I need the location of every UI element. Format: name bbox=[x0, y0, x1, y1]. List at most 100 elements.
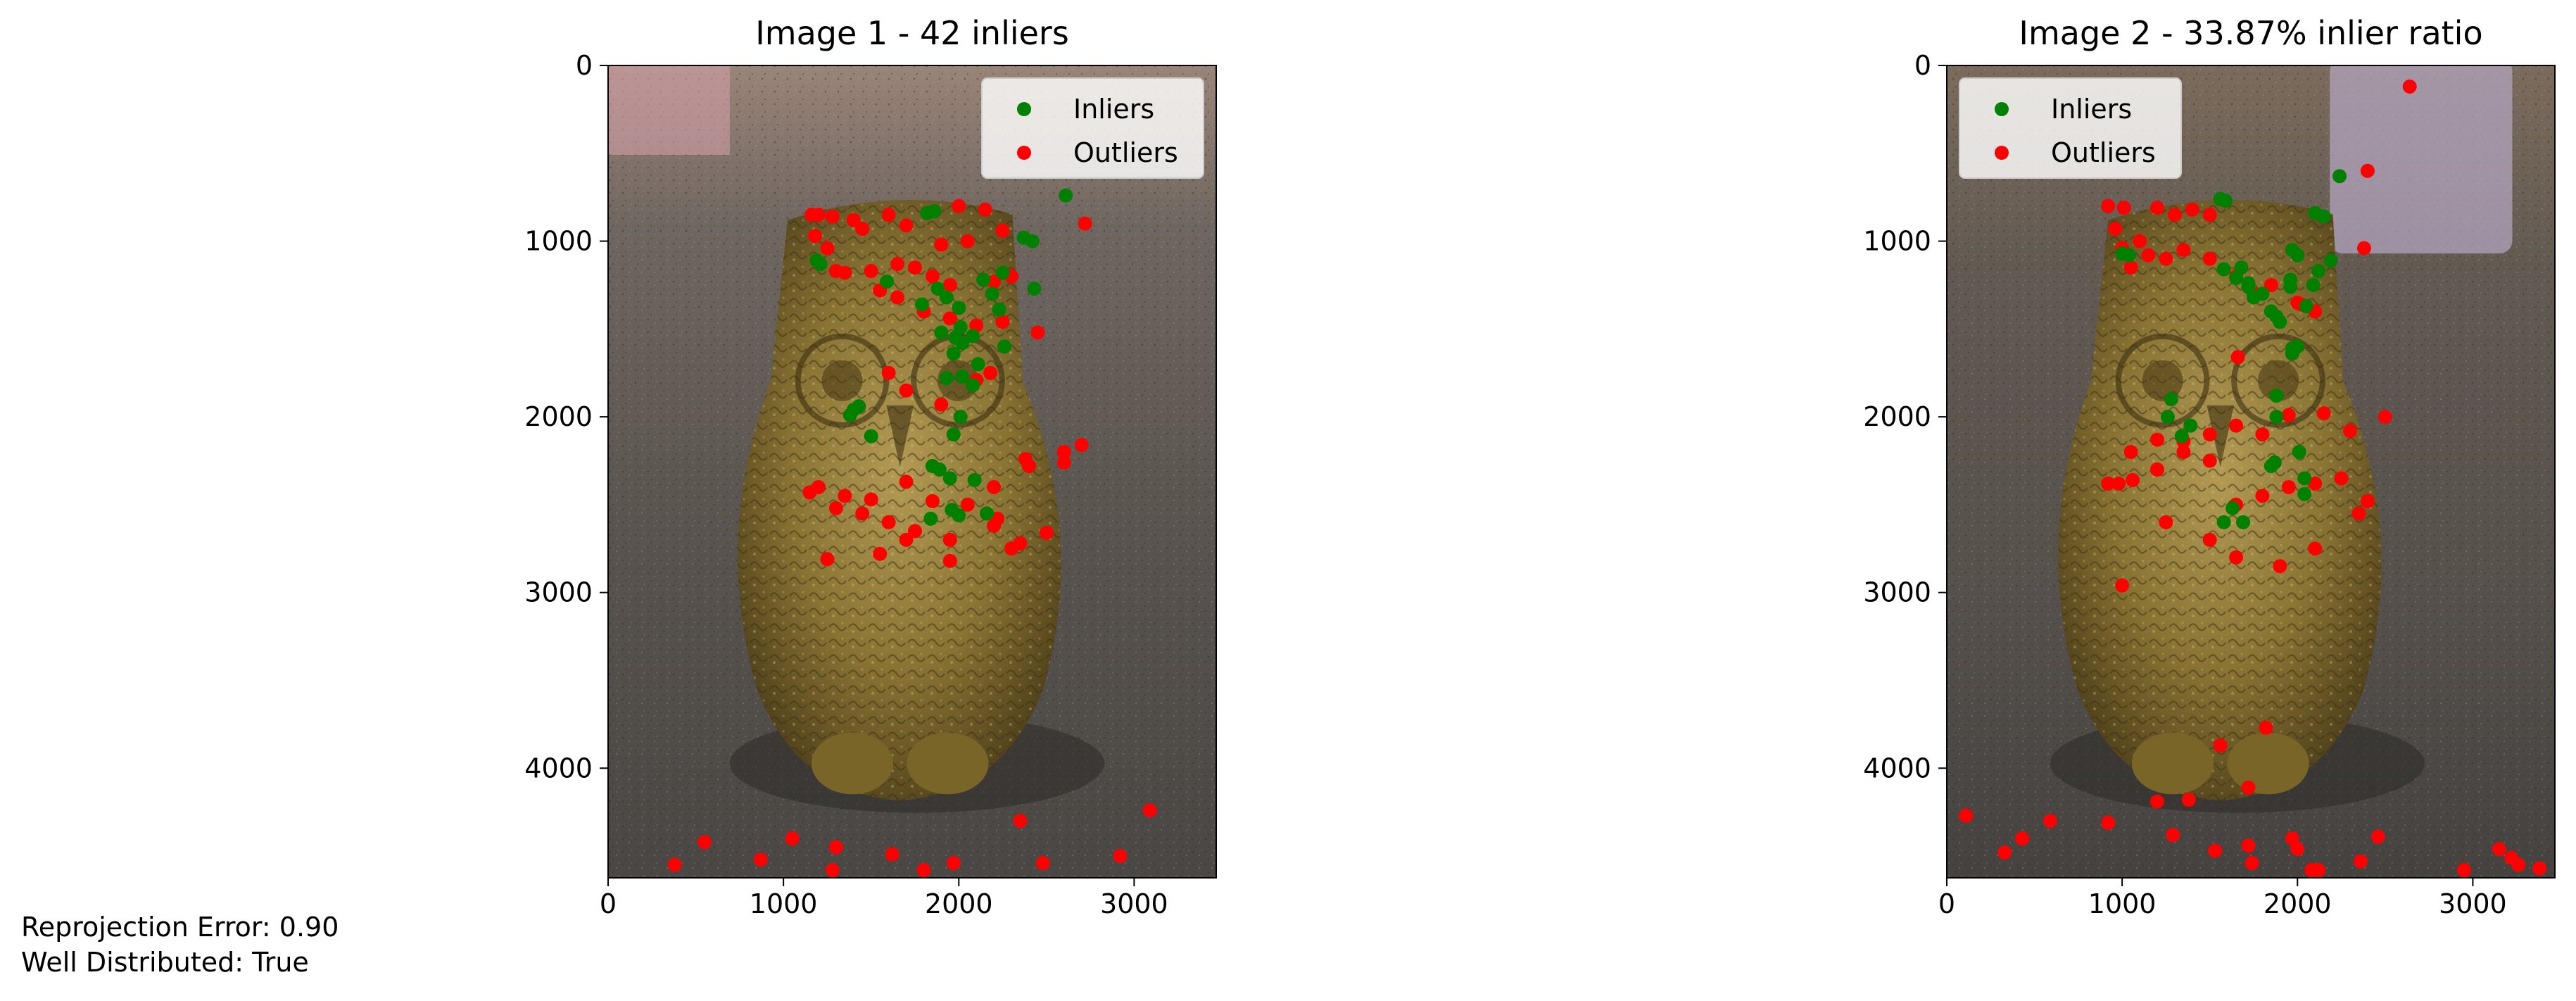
inliers-point bbox=[2316, 209, 2331, 224]
x-tick-label: 1000 bbox=[2088, 888, 2157, 919]
inliers-point bbox=[934, 325, 949, 340]
outliers-point bbox=[983, 365, 998, 380]
legend-label: Inliers bbox=[1073, 94, 1154, 125]
outliers-point bbox=[995, 223, 1010, 238]
y-tick-label: 3000 bbox=[1863, 577, 1931, 608]
scatter-points bbox=[1959, 79, 2547, 878]
inliers-point bbox=[2299, 298, 2313, 313]
x-tick-label: 3000 bbox=[1100, 888, 1168, 919]
outliers-point bbox=[946, 856, 961, 871]
outliers-point bbox=[899, 218, 914, 233]
inliers-point bbox=[992, 302, 1006, 317]
x-tick-label: 0 bbox=[1938, 888, 1955, 919]
outliers-point bbox=[2255, 427, 2270, 442]
reprojection-error-text: Reprojection Error: 0.90 bbox=[21, 912, 339, 943]
y-tick-label: 2000 bbox=[1863, 401, 1931, 432]
axis-ticks: 0 1000 2000 3000 0 1000 2000 3000 4000 bbox=[1863, 50, 2506, 919]
outliers-point bbox=[1035, 856, 1050, 871]
outliers-point bbox=[873, 546, 888, 561]
x-tick-label: 2000 bbox=[925, 888, 993, 919]
inliers-point bbox=[1025, 234, 1040, 248]
inliers-point bbox=[2323, 253, 2338, 268]
outliers-point bbox=[934, 237, 949, 252]
outliers-point bbox=[899, 383, 914, 398]
inliers-point bbox=[842, 408, 857, 422]
legend-marker bbox=[1995, 146, 2009, 160]
outliers-point bbox=[697, 835, 712, 850]
outliers-point bbox=[807, 229, 822, 244]
outliers-point bbox=[899, 532, 914, 547]
inliers-point bbox=[939, 290, 954, 305]
outliers-point bbox=[2370, 829, 2385, 844]
outliers-point bbox=[2202, 208, 2217, 222]
inliers-point bbox=[930, 281, 945, 296]
outliers-point bbox=[2273, 559, 2287, 574]
inliers-point bbox=[966, 378, 980, 393]
outliers-point bbox=[2356, 241, 2371, 256]
inliers-point bbox=[2174, 429, 2189, 443]
outliers-point bbox=[802, 485, 817, 500]
inliers-point bbox=[967, 472, 982, 487]
outliers-point bbox=[2264, 277, 2278, 292]
outliers-point bbox=[2308, 541, 2323, 556]
inliers-point bbox=[852, 399, 866, 414]
inliers-point bbox=[2255, 287, 2270, 301]
outliers-point bbox=[990, 511, 1005, 526]
inliers-point bbox=[966, 329, 980, 344]
outliers-point bbox=[2255, 489, 2270, 503]
outliers-point bbox=[1018, 452, 1033, 467]
outliers-point bbox=[2181, 793, 2196, 807]
outliers-point bbox=[890, 290, 905, 305]
outliers-point bbox=[2101, 476, 2116, 491]
outliers-point bbox=[864, 492, 878, 507]
outliers-point bbox=[1056, 455, 1071, 470]
inliers-point bbox=[980, 506, 995, 521]
outliers-point bbox=[2281, 408, 2296, 422]
y-tick-label: 1000 bbox=[1863, 226, 1931, 257]
image-1-panel: Image 1 - 42 inliers 0 1000 2000 3000 0 1000 2… bbox=[524, 14, 1217, 919]
outliers-point bbox=[885, 847, 899, 862]
outliers-point bbox=[825, 863, 840, 878]
axes-frame bbox=[607, 65, 1217, 879]
outliers-point bbox=[2229, 418, 2244, 433]
outliers-point bbox=[1074, 438, 1089, 453]
inliers-point bbox=[953, 320, 968, 334]
x-tick-label: 3000 bbox=[2439, 888, 2507, 919]
outliers-point bbox=[907, 260, 922, 275]
inliers-point bbox=[2292, 445, 2306, 460]
outliers-point bbox=[2202, 251, 2217, 266]
inliers-point bbox=[880, 274, 895, 289]
outliers-point bbox=[2202, 453, 2217, 468]
outliers-point bbox=[2133, 234, 2147, 248]
inliers-point bbox=[2229, 270, 2244, 285]
outliers-point bbox=[2115, 578, 2130, 593]
y-tick-label: 0 bbox=[576, 50, 593, 81]
outliers-point bbox=[2229, 550, 2244, 565]
outliers-point bbox=[881, 515, 896, 529]
outliers-point bbox=[2360, 163, 2375, 178]
outliers-point bbox=[1142, 803, 1157, 818]
outliers-point bbox=[942, 311, 957, 326]
inliers-point bbox=[813, 257, 828, 272]
inliers-point bbox=[2306, 277, 2321, 292]
outliers-point bbox=[2290, 842, 2305, 857]
inliers-point bbox=[2311, 263, 2326, 278]
outliers-point bbox=[864, 263, 878, 278]
outliers-point bbox=[960, 497, 975, 512]
y-tick-label: 4000 bbox=[524, 753, 593, 783]
outliers-point bbox=[925, 269, 940, 284]
outliers-point bbox=[987, 274, 1002, 289]
inliers-point bbox=[2285, 341, 2299, 355]
legend-box bbox=[981, 77, 1204, 179]
legend-box bbox=[1959, 77, 2182, 179]
legend-marker bbox=[1995, 102, 2009, 116]
outliers-point bbox=[2159, 515, 2173, 529]
image-2-panel: Image 2 - 33.87% inlier ratio 0 1000 2000 3… bbox=[1863, 14, 2556, 919]
outliers-point bbox=[2259, 720, 2273, 735]
inliers-point bbox=[952, 508, 966, 522]
outliers-point bbox=[890, 257, 905, 272]
inliers-point bbox=[2236, 515, 2251, 529]
outliers-point bbox=[2149, 462, 2164, 477]
x-tick-label: 2000 bbox=[2264, 888, 2332, 919]
